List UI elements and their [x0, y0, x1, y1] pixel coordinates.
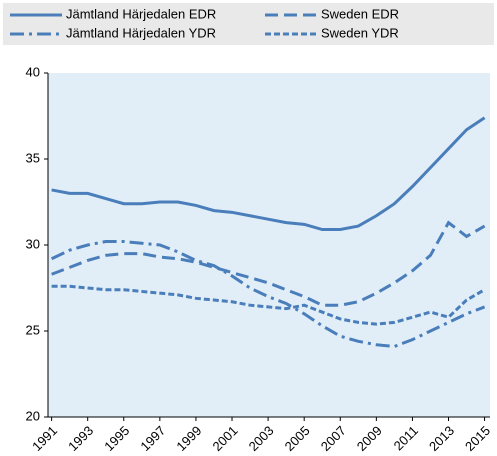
x-tick-label: 2007: [318, 423, 349, 454]
x-tick-label: 1993: [65, 423, 96, 454]
legend-background: [3, 3, 494, 45]
x-tick-label: 2003: [246, 423, 277, 454]
x-tick-label: 1995: [101, 423, 132, 454]
series-line: [51, 116, 486, 232]
x-tick-label: 2001: [210, 423, 241, 454]
legend-label: Jämtland Härjedalen YDR: [66, 25, 216, 40]
x-tick-label: 1999: [173, 423, 204, 454]
x-tick-label: 1991: [29, 423, 60, 454]
x-tick-label: 1997: [137, 423, 168, 454]
x-tick-label: 2013: [426, 423, 457, 454]
series-line: [51, 220, 486, 307]
x-tick-label: 2009: [354, 423, 385, 454]
y-tick-label: 20: [26, 408, 40, 423]
x-tick-label: 2005: [282, 423, 313, 454]
plot-area: [48, 73, 490, 417]
x-tick-label: 2015: [462, 423, 493, 454]
series-line: [51, 284, 486, 326]
series-line: [50, 240, 486, 349]
y-tick-label: 40: [26, 64, 40, 79]
y-tick-label: 25: [26, 322, 40, 337]
y-tick-label: 35: [26, 150, 40, 165]
legend-label: Sweden EDR: [321, 6, 399, 21]
x-tick-label: 2011: [391, 423, 421, 453]
y-tick-label: 30: [26, 236, 40, 251]
legend-label: Sweden YDR: [321, 25, 399, 40]
legend-label: Jämtland Härjedalen EDR: [66, 6, 216, 21]
